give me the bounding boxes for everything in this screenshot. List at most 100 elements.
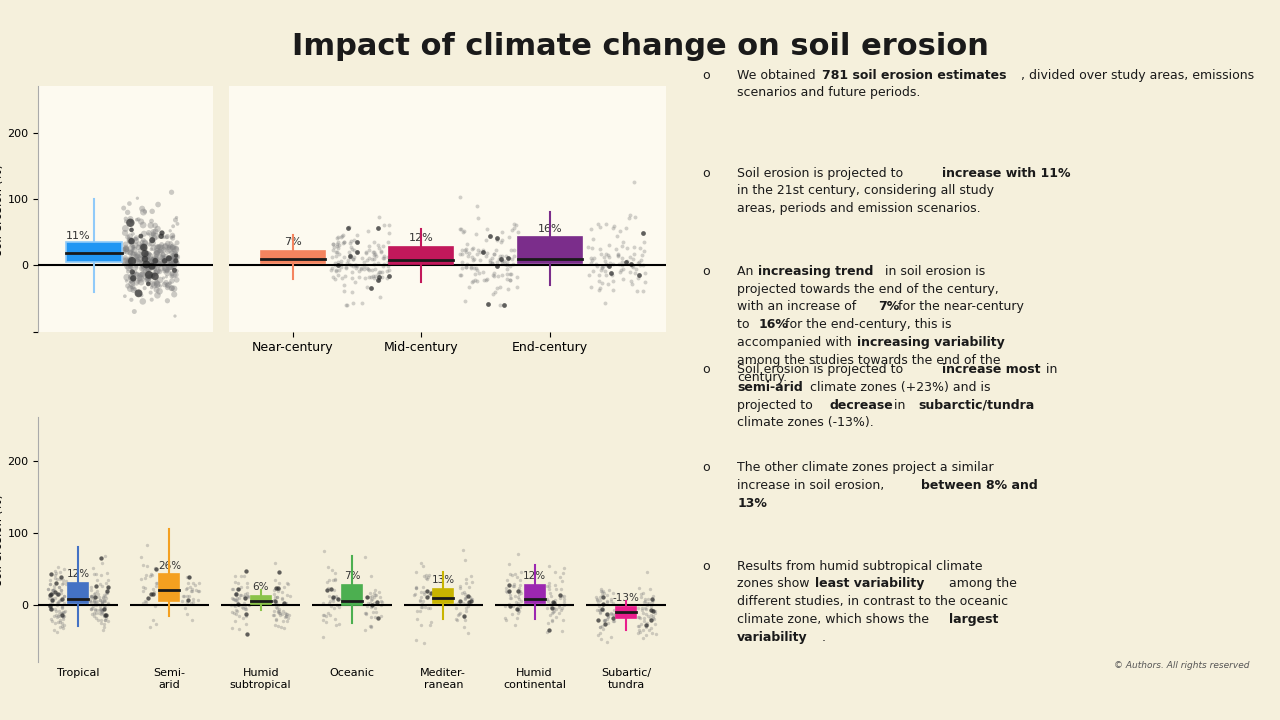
Point: [621, 276, 641, 287]
Point: [453, 587, 474, 598]
Point: [333, 229, 353, 240]
Point: [120, 217, 141, 228]
Point: [364, 588, 384, 599]
Point: [632, 259, 653, 271]
Point: [120, 247, 141, 258]
Point: [504, 244, 525, 256]
Point: [580, 223, 600, 235]
Point: [225, 588, 246, 599]
Point: [95, 610, 115, 621]
Point: [465, 274, 485, 286]
Point: [328, 618, 348, 629]
Point: [316, 585, 337, 596]
Point: [321, 592, 342, 603]
Point: [124, 244, 145, 256]
Point: [361, 611, 381, 623]
Point: [511, 588, 531, 599]
Point: [138, 592, 159, 603]
Point: [265, 597, 285, 608]
Point: [630, 259, 650, 271]
Point: [454, 614, 475, 626]
Point: [122, 254, 142, 266]
Point: [50, 573, 70, 585]
Point: [543, 597, 563, 608]
Point: [325, 259, 346, 271]
Point: [147, 242, 168, 253]
Point: [90, 604, 110, 616]
Point: [156, 271, 177, 282]
Point: [266, 582, 287, 594]
Point: [628, 621, 649, 632]
Point: [221, 623, 242, 634]
Point: [51, 608, 72, 619]
Point: [49, 588, 69, 600]
Point: [96, 585, 116, 597]
Point: [146, 618, 166, 629]
Point: [118, 207, 138, 218]
Point: [161, 247, 182, 258]
Point: [93, 621, 114, 633]
Text: An: An: [737, 265, 758, 278]
Point: [40, 600, 60, 612]
Point: [118, 266, 138, 277]
Point: [119, 255, 140, 266]
Text: 13%: 13%: [737, 497, 767, 510]
Point: [120, 271, 141, 282]
Point: [221, 582, 242, 594]
Point: [636, 603, 657, 615]
Point: [136, 248, 156, 260]
Point: [96, 612, 116, 624]
Point: [45, 586, 65, 598]
Point: [480, 256, 500, 268]
Point: [361, 253, 381, 264]
Point: [500, 274, 521, 286]
Point: [157, 295, 178, 307]
Point: [54, 575, 74, 586]
Point: [165, 215, 186, 226]
Point: [499, 589, 520, 600]
Point: [630, 242, 650, 253]
Text: areas, periods and emission scenarios.: areas, periods and emission scenarios.: [737, 202, 980, 215]
Point: [268, 620, 288, 631]
Point: [236, 608, 256, 620]
Point: [123, 248, 143, 260]
Point: [136, 597, 156, 608]
Point: [154, 272, 174, 284]
Point: [134, 248, 155, 259]
Point: [49, 595, 69, 607]
Point: [370, 599, 390, 611]
Point: [128, 238, 148, 250]
Point: [136, 582, 156, 593]
Point: [365, 270, 385, 282]
X-axis label: Tropical: Tropical: [56, 668, 100, 678]
Point: [145, 562, 165, 574]
Point: [132, 263, 152, 274]
Point: [223, 583, 243, 595]
Point: [499, 559, 520, 570]
Point: [134, 237, 155, 248]
Point: [236, 608, 256, 620]
Point: [134, 261, 155, 273]
Point: [456, 573, 476, 585]
Point: [138, 269, 159, 281]
Point: [312, 615, 333, 626]
Text: Soil erosion is projected to: Soil erosion is projected to: [737, 363, 908, 376]
Point: [177, 608, 197, 620]
Text: increase most: increase most: [942, 363, 1041, 376]
Point: [632, 588, 653, 599]
Point: [161, 275, 182, 287]
Point: [328, 259, 348, 271]
Point: [93, 624, 114, 636]
Point: [636, 629, 657, 641]
Point: [495, 600, 516, 612]
Point: [595, 265, 616, 276]
Point: [133, 251, 154, 263]
Point: [179, 572, 200, 583]
Point: [319, 575, 339, 586]
Point: [595, 614, 616, 626]
Point: [406, 567, 426, 578]
Point: [116, 244, 137, 256]
Point: [552, 575, 572, 587]
Point: [92, 605, 113, 616]
Point: [552, 590, 572, 602]
